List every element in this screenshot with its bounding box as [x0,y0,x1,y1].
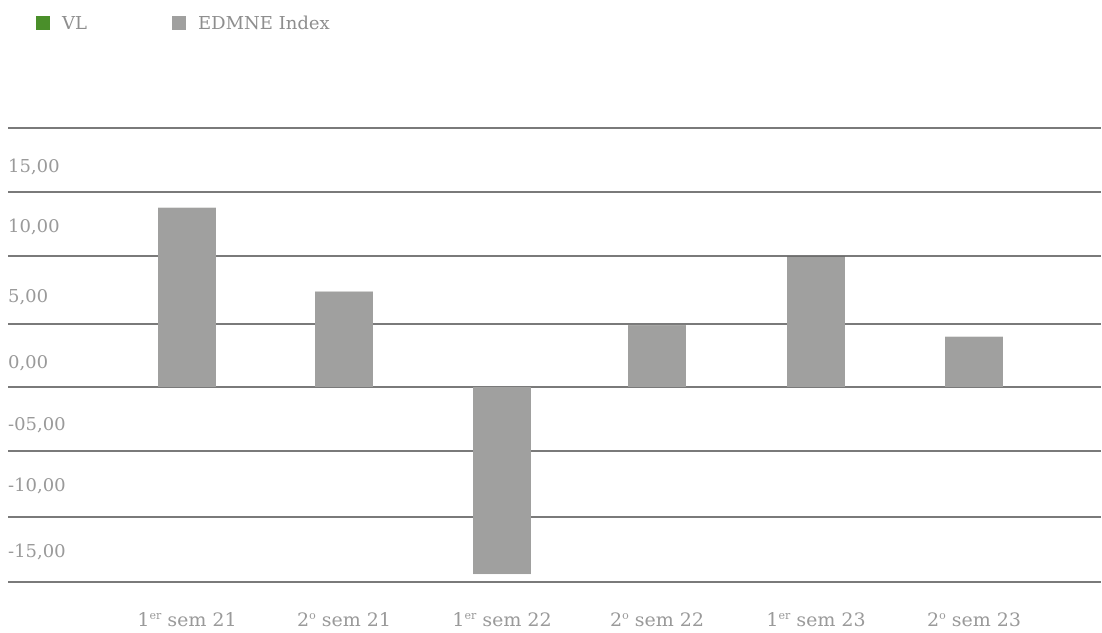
y-tick-label-2: 10,00 [8,216,60,237]
category-number: 2 [610,609,622,631]
bar-1 [158,207,216,387]
bar-4 [628,325,686,387]
legend-swatch-2 [172,16,186,30]
y-tick-label-5: -05,00 [8,414,66,435]
category-period: sem 21 [161,609,236,631]
x-category-label-4: 2o sem 22 [610,609,704,631]
category-number: 1 [766,609,778,631]
category-ordinal-suffix: er [150,609,163,622]
legend-swatch-1 [36,16,50,30]
bar-5 [787,256,845,387]
legend-label-1: VL [61,13,87,34]
category-period: sem 22 [629,609,704,631]
y-tick-label-4: 0,00 [8,352,48,373]
category-period: sem 21 [316,609,391,631]
bar-6 [945,336,1003,387]
x-category-label-3: 1er sem 22 [452,609,551,631]
x-category-label-2: 2o sem 21 [297,609,391,631]
x-category-label-1: 1er sem 21 [137,609,236,631]
category-ordinal-suffix: o [939,609,946,622]
x-category-label-5: 1er sem 23 [766,609,865,631]
y-tick-label-6: -10,00 [8,475,66,496]
category-ordinal-suffix: er [465,609,478,622]
category-period: sem 23 [946,609,1021,631]
category-ordinal-suffix: o [622,609,629,622]
category-number: 1 [137,609,149,631]
x-axis-category-labels: 1er sem 21 2o sem 21 1er sem 22 2o sem 22 1e… [137,609,1021,631]
x-category-label-6: 2o sem 23 [927,609,1021,631]
category-ordinal-suffix: o [309,609,316,622]
category-number: 2 [297,609,309,631]
chart-legend: VL EDMNE Index [36,13,330,34]
y-tick-label-7: -15,00 [8,541,66,562]
category-period: sem 23 [790,609,865,631]
category-number: 1 [452,609,464,631]
bar-3 [473,387,531,575]
chart-bars [158,207,1003,575]
category-period: sem 22 [476,609,551,631]
bar-2 [315,291,373,387]
legend-label-2: EDMNE Index [198,13,330,34]
y-axis-tick-labels: 15,00 10,00 5,00 0,00 -05,00 -10,00 -15,00 [8,156,66,562]
y-tick-label-1: 15,00 [8,156,60,177]
y-tick-label-3: 5,00 [8,286,48,307]
category-number: 2 [927,609,939,631]
category-ordinal-suffix: er [779,609,792,622]
